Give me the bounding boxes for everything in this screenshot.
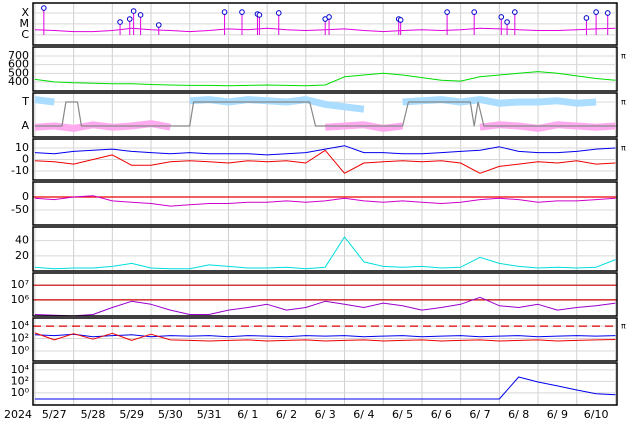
- panel-frame: [32, 181, 618, 226]
- series-line: [34, 296, 616, 316]
- panel-frame: [32, 362, 618, 406]
- y-tick-label: 10²: [11, 374, 29, 387]
- y-tick-label: -10: [11, 164, 29, 177]
- x-tick-label: 5/28: [81, 408, 106, 421]
- series-line: [34, 71, 616, 87]
- x-tick-label: 6/ 1: [237, 408, 258, 421]
- x-tick-label: 5/31: [197, 408, 222, 421]
- x-tick-label: 5/27: [42, 408, 67, 421]
- y-tick-label: 20: [15, 249, 29, 262]
- x-tick-label: 6/ 8: [508, 408, 529, 421]
- x-tick-label: 6/ 9: [547, 408, 568, 421]
- series-line: [34, 145, 616, 156]
- y-tick-label: A: [21, 119, 29, 132]
- y-tick-label: 10⁴: [11, 319, 30, 332]
- series-line: [34, 149, 616, 174]
- flare-marker: [275, 10, 282, 16]
- series-line: [34, 333, 616, 338]
- y-tick-label: 10⁶: [11, 293, 30, 306]
- series-line: [34, 332, 616, 342]
- series-line: [34, 236, 616, 270]
- y-tick-label: 600: [8, 58, 29, 71]
- side-label: π: [621, 97, 626, 106]
- x-tick-label: 6/10: [584, 408, 609, 421]
- plot-area: [34, 145, 616, 174]
- y-tick-label: 700: [8, 49, 29, 62]
- y-tick-label: 500: [8, 66, 29, 79]
- y-tick-label: 0: [22, 153, 29, 166]
- x-tick-label: 6/ 3: [315, 408, 336, 421]
- flare-marker: [130, 8, 137, 14]
- panel-frame: [32, 92, 618, 138]
- flare-marker: [498, 14, 505, 20]
- y-tick-label: 400: [8, 75, 29, 88]
- y-tick-label: X: [21, 6, 29, 19]
- plot-area: [34, 236, 616, 270]
- panel-frame: [32, 2, 618, 46]
- flare-marker: [604, 10, 611, 16]
- plot-area: [34, 195, 616, 207]
- y-tick-label: T: [21, 95, 29, 108]
- flare-marker: [155, 22, 162, 28]
- x-tick-label: 6/ 2: [276, 408, 297, 421]
- y-tick-label: 10: [15, 141, 29, 154]
- panel-frame: [32, 46, 618, 92]
- series-line: [34, 376, 616, 400]
- side-label: π: [621, 52, 626, 61]
- flare-marker: [41, 5, 47, 11]
- y-tick-label: 10⁰: [11, 386, 30, 399]
- flare-marker: [137, 12, 144, 18]
- side-label: π: [621, 143, 626, 152]
- plot-area: [34, 376, 616, 400]
- x-tick-label: 6/ 4: [353, 408, 374, 421]
- plot-area: [34, 71, 616, 87]
- flare-marker: [126, 16, 133, 22]
- x-tick-label: 5/29: [119, 408, 144, 421]
- flare-marker: [326, 14, 332, 20]
- flare-marker: [256, 12, 263, 18]
- x-start-label: 2024: [4, 408, 32, 421]
- x-tick-label: 6/ 7: [469, 408, 490, 421]
- flare-marker: [504, 19, 510, 25]
- flare-marker: [471, 9, 477, 15]
- panel-frame: [32, 138, 618, 181]
- plot-area: [34, 96, 617, 132]
- y-tick-label: C: [21, 28, 29, 41]
- y-tick-label: 10²: [11, 332, 29, 345]
- flare-marker: [239, 9, 245, 15]
- flare-marker: [583, 15, 590, 21]
- plot-area: [34, 332, 616, 342]
- x-tick-label: 6/ 6: [431, 408, 452, 421]
- flare-marker: [593, 9, 599, 15]
- flare-marker: [397, 17, 404, 23]
- series-line: [34, 195, 616, 207]
- panel-frame: [32, 272, 618, 317]
- x-tick-label: 5/30: [158, 408, 183, 421]
- y-tick-label: 40: [15, 234, 29, 247]
- y-tick-label: 10⁴: [11, 363, 30, 376]
- x-tick-label: 6/ 5: [392, 408, 413, 421]
- y-tick-label: 10⁷: [11, 278, 29, 291]
- flare-marker: [512, 9, 518, 15]
- y-tick-label: M: [20, 17, 30, 30]
- flare-marker: [117, 19, 123, 25]
- y-tick-label: 0: [22, 190, 29, 203]
- flare-marker: [444, 9, 450, 15]
- y-tick-label: -50: [11, 203, 29, 216]
- panel-frame: [32, 226, 618, 272]
- y-tick-label: 10⁰: [11, 344, 30, 357]
- flare-marker: [221, 9, 228, 15]
- panel-frame: [32, 317, 618, 362]
- plot-area: [34, 296, 616, 316]
- series-line: [34, 101, 617, 127]
- side-label: π: [621, 322, 626, 331]
